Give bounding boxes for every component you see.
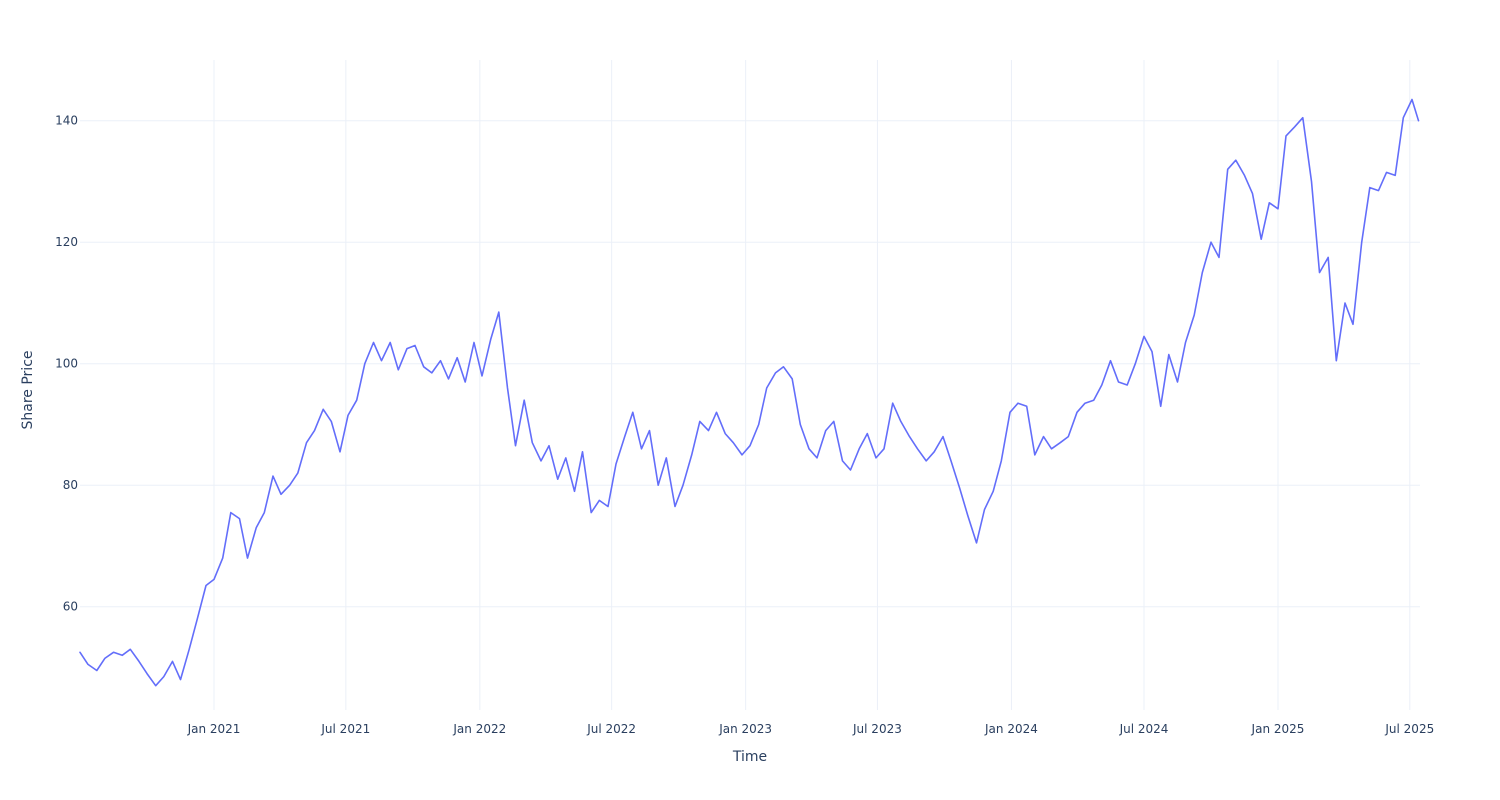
y-tick-label-4: 140: [55, 114, 78, 128]
x-tick-label-9: Jul 2025: [1384, 722, 1434, 736]
x-tick-label-5: Jul 2023: [852, 722, 902, 736]
x-tick-label-3: Jul 2022: [586, 722, 636, 736]
x-tick-label-1: Jul 2021: [320, 722, 370, 736]
y-axis-tick-labels: 60 80 100 120 140: [55, 114, 78, 614]
series-line-share-price: [79, 98, 1420, 687]
y-tick-label-0: 60: [63, 600, 78, 614]
y-axis-title: Share Price: [20, 350, 36, 429]
x-tick-label-4: Jan 2023: [718, 722, 772, 736]
y-gridlines: [80, 120, 1420, 608]
x-axis-title: Time: [732, 749, 767, 765]
y-tick-label-2: 100: [55, 357, 78, 371]
x-axis-tick-labels: Jan 2021 Jul 2021 Jan 2022 Jul 2022 Jan 2023…: [187, 722, 1435, 736]
x-tick-label-2: Jan 2022: [452, 722, 506, 736]
x-tick-label-8: Jan 2025: [1251, 722, 1305, 736]
series-group: [79, 98, 1420, 687]
x-gridlines: [213, 60, 1411, 710]
x-tick-label-6: Jan 2024: [984, 722, 1038, 736]
y-tick-label-3: 120: [55, 235, 78, 249]
x-tick-label-0: Jan 2021: [187, 722, 241, 736]
y-tick-label-1: 80: [63, 478, 78, 492]
x-tick-label-7: Jul 2024: [1119, 722, 1169, 736]
